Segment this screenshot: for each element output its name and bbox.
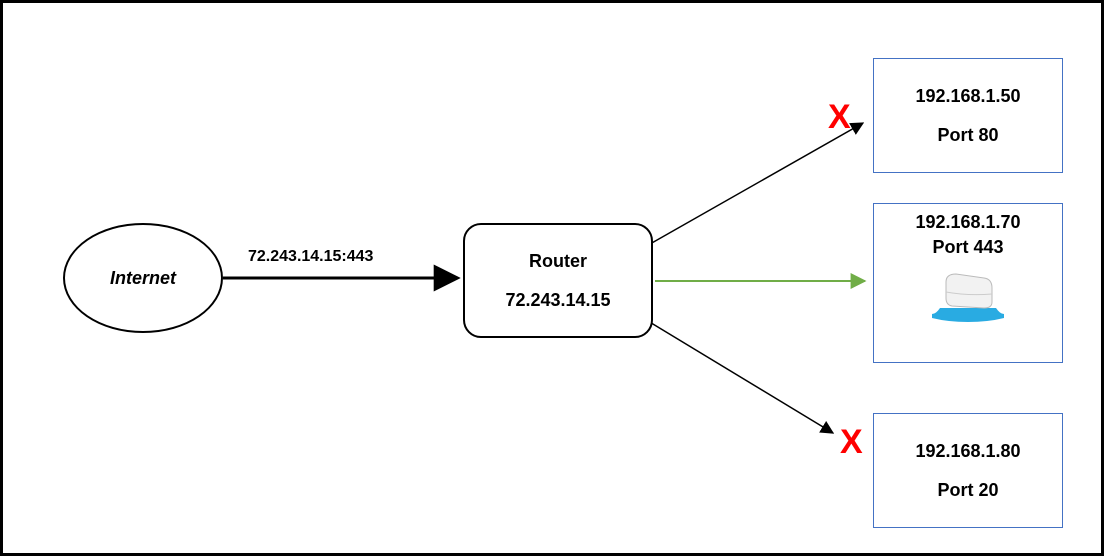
device-icon	[928, 264, 1008, 329]
node-router: Router 72.243.14.15	[463, 223, 653, 338]
node-internet-label: Internet	[110, 268, 176, 289]
x-mark-host-a: X	[828, 98, 851, 137]
node-host-b: 192.168.1.70 Port 443	[873, 203, 1063, 363]
node-host-c-port: Port 20	[937, 480, 998, 501]
node-host-b-port: Port 443	[932, 237, 1003, 258]
x-mark-host-c: X	[840, 423, 863, 462]
edge-router-host-a	[643, 123, 863, 248]
node-router-title: Router	[529, 251, 587, 272]
diagram-canvas: Internet Router 72.243.14.15 192.168.1.5…	[0, 0, 1104, 556]
node-host-a-ip: 192.168.1.50	[915, 86, 1020, 107]
edge-label-internet-router: 72.243.14.15:443	[248, 248, 373, 266]
node-host-a-port: Port 80	[937, 125, 998, 146]
node-internet: Internet	[63, 223, 223, 333]
node-host-b-ip: 192.168.1.70	[915, 212, 1020, 233]
edge-router-host-c	[643, 318, 833, 433]
node-router-ip: 72.243.14.15	[505, 290, 610, 311]
node-host-c-ip: 192.168.1.80	[915, 441, 1020, 462]
node-host-c: 192.168.1.80 Port 20	[873, 413, 1063, 528]
node-host-a: 192.168.1.50 Port 80	[873, 58, 1063, 173]
